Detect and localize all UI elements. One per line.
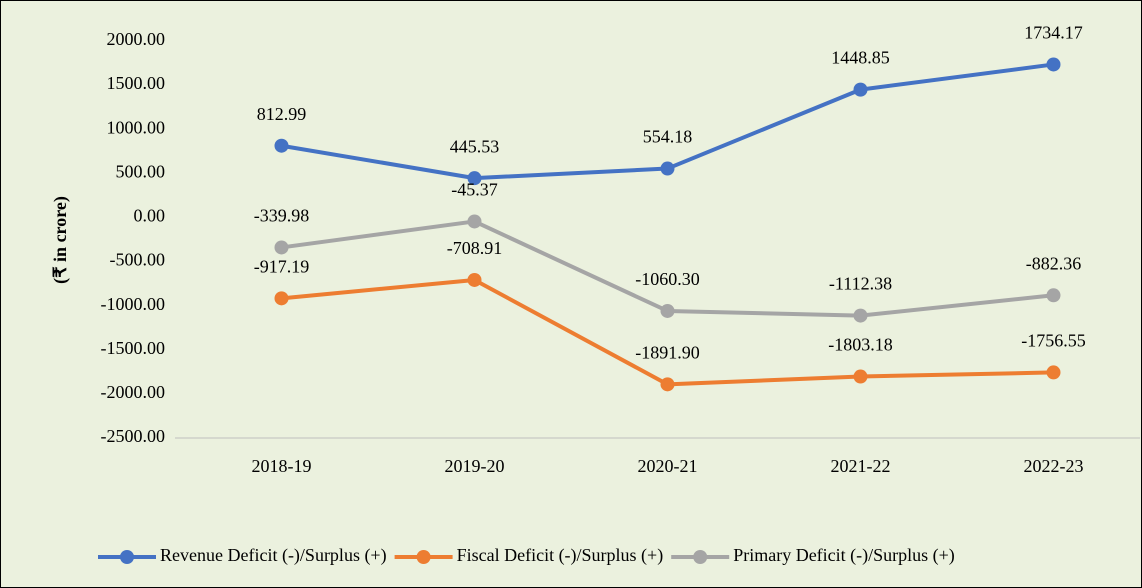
x-tick-label: 2019-20 — [445, 456, 505, 476]
x-tick-label: 2020-21 — [638, 456, 698, 476]
point — [467, 214, 482, 229]
data-label: -1756.55 — [1021, 331, 1086, 351]
point — [467, 272, 482, 287]
y-axis-label: (₹ in crore) — [50, 196, 71, 284]
legend-label: Revenue Deficit (-)/Surplus (+) — [160, 545, 387, 566]
x-tick-label: 2021-22 — [831, 456, 891, 476]
y-tick-label: 500.00 — [116, 161, 166, 181]
point — [1046, 57, 1061, 72]
point — [660, 303, 675, 318]
point — [660, 377, 675, 392]
data-label: -1060.30 — [635, 269, 700, 289]
y-tick-label: 0.00 — [134, 206, 166, 226]
point — [660, 161, 675, 176]
data-label: -1891.90 — [635, 342, 700, 362]
point — [274, 240, 289, 255]
data-label: 1734.17 — [1024, 23, 1083, 43]
legend-marker — [416, 550, 431, 564]
data-label: -45.37 — [451, 180, 498, 200]
point — [467, 171, 482, 186]
y-tick-label: 1500.00 — [107, 73, 166, 93]
legend-marker — [120, 550, 134, 564]
point — [1046, 288, 1061, 303]
point — [1046, 365, 1061, 380]
data-label: -1803.18 — [828, 335, 893, 355]
y-tick-label: 2000.00 — [107, 29, 166, 49]
data-label: -708.91 — [447, 238, 503, 258]
point — [274, 291, 289, 306]
point — [853, 82, 868, 97]
data-label: -882.36 — [1026, 253, 1082, 273]
x-tick-label: 2018-19 — [252, 456, 312, 476]
data-label: 445.53 — [450, 136, 500, 156]
data-label: -1112.38 — [829, 274, 892, 294]
y-tick-label: -2500.00 — [101, 426, 166, 446]
data-label: -339.98 — [254, 206, 310, 226]
data-label: 554.18 — [643, 127, 693, 147]
legend-label: Primary Deficit (-)/Surplus (+) — [733, 545, 955, 566]
y-tick-label: -500.00 — [110, 250, 166, 270]
data-label: 1448.85 — [831, 48, 890, 68]
data-label: 812.99 — [257, 104, 307, 124]
y-tick-label: -1000.00 — [101, 294, 166, 314]
y-tick-label: -2000.00 — [101, 382, 166, 402]
y-tick-label: -1500.00 — [101, 338, 166, 358]
point — [853, 369, 868, 384]
legend-marker — [693, 550, 708, 564]
point — [853, 308, 868, 323]
point — [274, 138, 289, 153]
x-tick-label: 2022-23 — [1024, 456, 1084, 476]
legend-label: Fiscal Deficit (-)/Surplus (+) — [457, 545, 664, 566]
y-tick-label: 1000.00 — [107, 117, 166, 137]
data-label: -917.19 — [254, 256, 310, 276]
